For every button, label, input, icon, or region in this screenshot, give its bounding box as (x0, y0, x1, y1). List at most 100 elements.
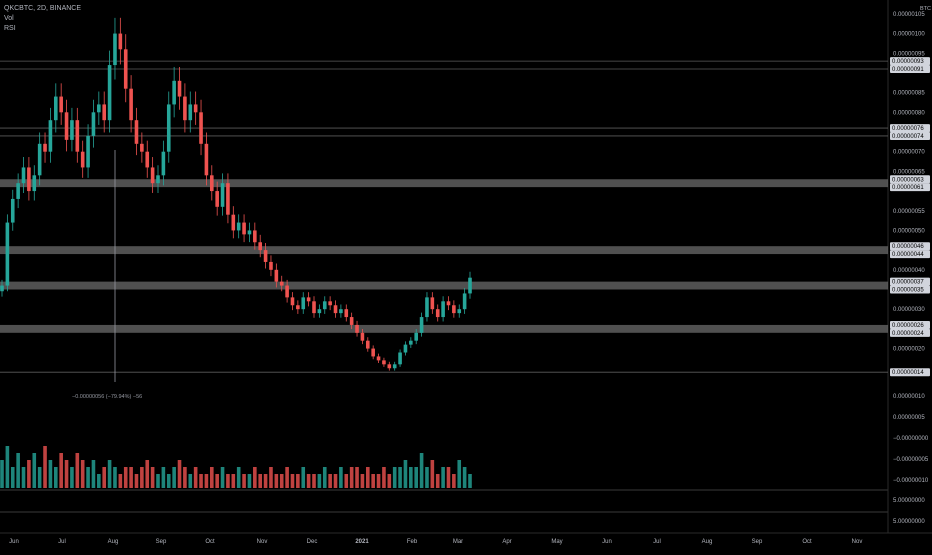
price-tick-label: 0.00000105 (893, 12, 925, 18)
volume-bar (253, 467, 257, 488)
price-level-tag-label: 0.00000037 (892, 280, 924, 286)
candle (322, 301, 327, 310)
volume-bar (166, 474, 171, 488)
time-tick-label: Mar (453, 539, 463, 545)
time-tick-label: Jul (58, 539, 66, 545)
volume-bar (452, 474, 456, 488)
candle (172, 80, 176, 105)
volume-bar (365, 467, 370, 488)
time-tick-label: Apr (502, 539, 511, 545)
volume-bar (37, 467, 42, 488)
candle (387, 364, 392, 369)
volume-tick-label: 0.00000005 (893, 415, 925, 421)
candle (349, 317, 354, 325)
candle (333, 305, 338, 314)
candle (70, 120, 74, 140)
price-tick-label: 0.00000095 (893, 51, 925, 57)
candle (166, 104, 171, 152)
volume-bar (285, 467, 289, 488)
candle (419, 317, 424, 333)
candle (306, 297, 311, 302)
candle (317, 309, 322, 314)
candle (204, 143, 209, 176)
price-level-tag-label: 0.00000091 (892, 67, 924, 73)
volume-bar (290, 474, 295, 488)
volume-bar (123, 467, 128, 488)
price-level-tag (890, 131, 930, 140)
volume-bar (274, 474, 279, 488)
candle (365, 340, 370, 349)
price-level-tag (890, 277, 930, 286)
candlestick-series (0, 17, 472, 371)
candle (296, 305, 300, 310)
price-level-tag-label: 0.00000024 (892, 331, 924, 337)
candle (269, 261, 273, 270)
time-tick-label: Aug (108, 539, 119, 545)
candle (80, 151, 85, 168)
price-level-tag (890, 328, 930, 337)
candle (339, 309, 343, 314)
candle (263, 250, 268, 262)
volume-series (0, 446, 472, 488)
candle (59, 96, 63, 113)
volume-bar (247, 474, 252, 488)
volume-bar (215, 474, 219, 488)
candle (5, 222, 10, 286)
price-level-tag (890, 320, 930, 329)
price-level-tag (890, 124, 930, 133)
candle (435, 309, 440, 318)
candle (156, 175, 160, 184)
volume-bar (80, 460, 85, 488)
candle (145, 151, 150, 168)
time-tick-label: Nov (852, 539, 863, 545)
price-tick-label: 0.00000085 (893, 91, 925, 97)
candle (32, 175, 37, 192)
horizontal-levels (0, 60, 888, 373)
price-level-tag-label: 0.00000063 (892, 177, 924, 183)
volume-bar (462, 467, 467, 488)
volume-bar (193, 467, 198, 488)
volume-bar (209, 467, 214, 488)
symbol-title[interactable]: QKCBTC, 2D, BINANCE (4, 5, 82, 12)
candle (161, 151, 166, 176)
volume-bar (140, 467, 144, 488)
volume-bar (333, 474, 338, 488)
measurement-label: −0.00000056 (−79.94%) −56 (72, 394, 142, 400)
volume-bar (59, 453, 63, 488)
candle (220, 183, 225, 207)
volume-bar (339, 467, 343, 488)
volume-bar (188, 474, 193, 488)
candle (226, 183, 230, 215)
volume-bar (296, 474, 300, 488)
candle (274, 269, 279, 282)
volume-bar (226, 474, 230, 488)
rsi-indicator-label[interactable]: RSI (4, 25, 16, 32)
candle (86, 135, 90, 168)
candle (107, 65, 112, 121)
volume-bar (107, 460, 112, 488)
volume-bar (403, 460, 408, 488)
volume-bar (150, 467, 155, 488)
candle (290, 297, 295, 306)
volume-indicator-label[interactable]: Vol (4, 15, 14, 22)
candle (403, 344, 408, 353)
volume-bar (269, 467, 273, 488)
rsi-tick-label: 5.00000000 (893, 498, 925, 504)
chart-legend: QKCBTC, 2D, BINANCE Vol RSI (4, 4, 81, 34)
candle (21, 167, 26, 184)
volume-bar (441, 467, 445, 488)
price-tick-label: 0.00000040 (893, 268, 925, 274)
volume-bar (204, 474, 209, 488)
volume-bar (301, 467, 306, 488)
volume-axis: 0.00000010 0.00000005 −0.00000000 −0.000000… (893, 394, 929, 484)
volume-bar (371, 474, 375, 488)
volume-bar (446, 467, 451, 488)
volume-bar (97, 474, 101, 488)
volume-bar (70, 467, 74, 488)
candle (123, 49, 128, 89)
volume-bar (64, 460, 69, 488)
price-level-tag (890, 57, 930, 66)
volume-bar (21, 467, 26, 488)
